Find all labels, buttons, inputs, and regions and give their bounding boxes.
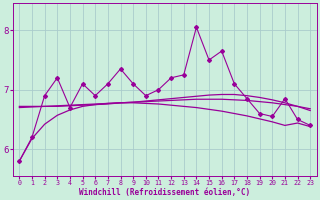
X-axis label: Windchill (Refroidissement éolien,°C): Windchill (Refroidissement éolien,°C) (79, 188, 250, 197)
